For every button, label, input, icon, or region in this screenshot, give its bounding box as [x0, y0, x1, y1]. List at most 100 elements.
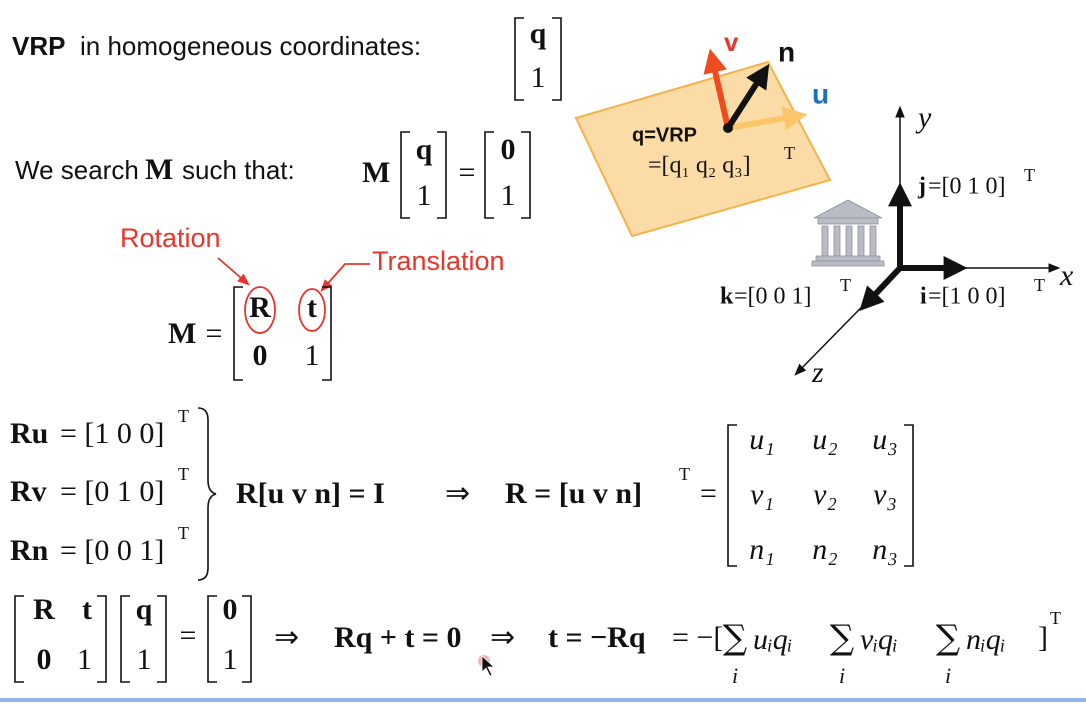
k-vector — [859, 265, 903, 311]
basis-value: =[0 0 1] — [734, 284, 812, 310]
view-plane — [574, 60, 832, 238]
transpose: T — [178, 464, 189, 484]
equation: Rq + t = 0 — [334, 621, 462, 654]
search-text: We search — [15, 155, 139, 185]
vrp-text: in homogeneous coordinates: — [80, 31, 421, 61]
sum-sign: ∑ — [936, 618, 960, 658]
sum-term: uᵢqᵢ — [753, 623, 793, 656]
x-axis-label: x — [1059, 259, 1074, 292]
transpose: T — [840, 275, 851, 295]
vector-entry: 1 — [417, 179, 432, 212]
bracket — [120, 595, 167, 683]
sum-term: vᵢqᵢ — [860, 623, 898, 656]
basis-value: =[1 0 0] — [928, 284, 1006, 310]
transpose: T — [784, 143, 795, 163]
solution: t = −Rq — [548, 621, 646, 654]
bracket — [727, 424, 914, 567]
matrix-entry: u₂ — [812, 423, 837, 456]
implies: ⇒ — [445, 477, 470, 510]
bracket — [400, 131, 447, 219]
expansion: = −[ — [672, 621, 723, 654]
mouse-cursor — [481, 655, 496, 677]
vrp-point-label: q=VRP — [632, 124, 697, 146]
callout-arrow — [320, 263, 370, 292]
constraint-rhs: = [0 1 0] — [60, 475, 164, 508]
constraint-lhs: Ru — [10, 417, 48, 450]
basis-value: =[0 1 0] — [928, 174, 1006, 200]
callout-translation: Translation — [372, 246, 505, 276]
equals: = — [206, 317, 223, 350]
vrp-coords: =[q₁ q₂ q₃] — [648, 153, 751, 179]
n-label: n — [778, 36, 795, 67]
y-axis-label: y — [915, 101, 932, 134]
sum-index: i — [839, 663, 845, 688]
vector-entry: 0 — [501, 133, 516, 166]
matrix-entry: u₁ — [749, 423, 774, 456]
sum-index: i — [732, 663, 738, 688]
matrix-entry: 0 — [253, 339, 268, 372]
vector-entry: q — [136, 593, 153, 626]
equals: = — [700, 477, 717, 510]
bracket — [207, 595, 252, 683]
vector-entry: 1 — [137, 643, 152, 676]
search-symbol: M — [145, 153, 173, 186]
matrix-entry: t — [82, 593, 92, 626]
temple-icon — [811, 199, 885, 267]
constraint-lhs: Rv — [10, 475, 47, 508]
matrix-entry: v₃ — [873, 478, 897, 511]
vector-entry: q — [530, 17, 547, 50]
matrix-entry: R — [33, 593, 55, 626]
sum-index: i — [945, 663, 951, 688]
matrix-entry: v₂ — [813, 478, 837, 511]
matrix-entry: 1 — [77, 643, 92, 676]
brace — [197, 407, 217, 581]
basis-name: i — [920, 284, 927, 310]
implies: ⇒ — [274, 621, 299, 654]
callout-arrow — [217, 257, 250, 286]
matrix-entry: 1 — [305, 339, 320, 372]
bracket — [514, 17, 562, 101]
search-text: such that: — [182, 155, 295, 185]
rotation-matrix: u₁ u₂ u₃ v₁ v₂ v₃ n₁ n₂ n₃ — [749, 423, 897, 566]
basis-name: j — [917, 174, 926, 200]
transpose: T — [178, 523, 189, 543]
v-vector — [703, 48, 731, 129]
constraint-rhs: = [0 0 1] — [60, 534, 164, 567]
bracket — [14, 595, 107, 683]
equals: = — [180, 619, 197, 652]
matrix-entry: R — [249, 291, 271, 324]
matrix-symbol: M — [168, 317, 196, 350]
u-label: u — [812, 78, 829, 109]
basis-name: k — [720, 284, 734, 310]
v-label: v — [724, 27, 739, 57]
u-vector — [727, 106, 808, 131]
vector-entry: 1 — [501, 179, 516, 212]
vector-entry: q — [416, 133, 433, 166]
matrix-entry: n₁ — [749, 533, 774, 566]
matrix-entry: n₃ — [872, 533, 897, 566]
constraint-rhs: = [1 0 0] — [60, 417, 164, 450]
matrix-entry: 0 — [37, 643, 52, 676]
z-axis-label: z — [811, 356, 824, 389]
matrix-entry: t — [307, 291, 317, 324]
sum-sign: ∑ — [723, 618, 747, 658]
bottom-bar — [0, 698, 1086, 702]
vector-entry: 0 — [223, 593, 238, 626]
vrp-point — [723, 123, 733, 133]
highlight-circle — [298, 288, 326, 332]
bracket-close: ] — [1038, 621, 1048, 654]
implies: ⇒ — [490, 621, 515, 654]
transpose: T — [178, 406, 189, 426]
bracket — [233, 286, 332, 381]
matrix-entry: u₃ — [872, 423, 897, 456]
n-vector — [725, 63, 770, 130]
transpose: T — [1024, 165, 1035, 185]
derivation-step: R[u v n] = I — [236, 477, 385, 510]
constraint-lhs: Rn — [10, 534, 49, 567]
highlight-circle — [244, 286, 276, 334]
derivation-step: R = [u v n] — [505, 477, 642, 510]
vector-entry: 1 — [223, 643, 238, 676]
